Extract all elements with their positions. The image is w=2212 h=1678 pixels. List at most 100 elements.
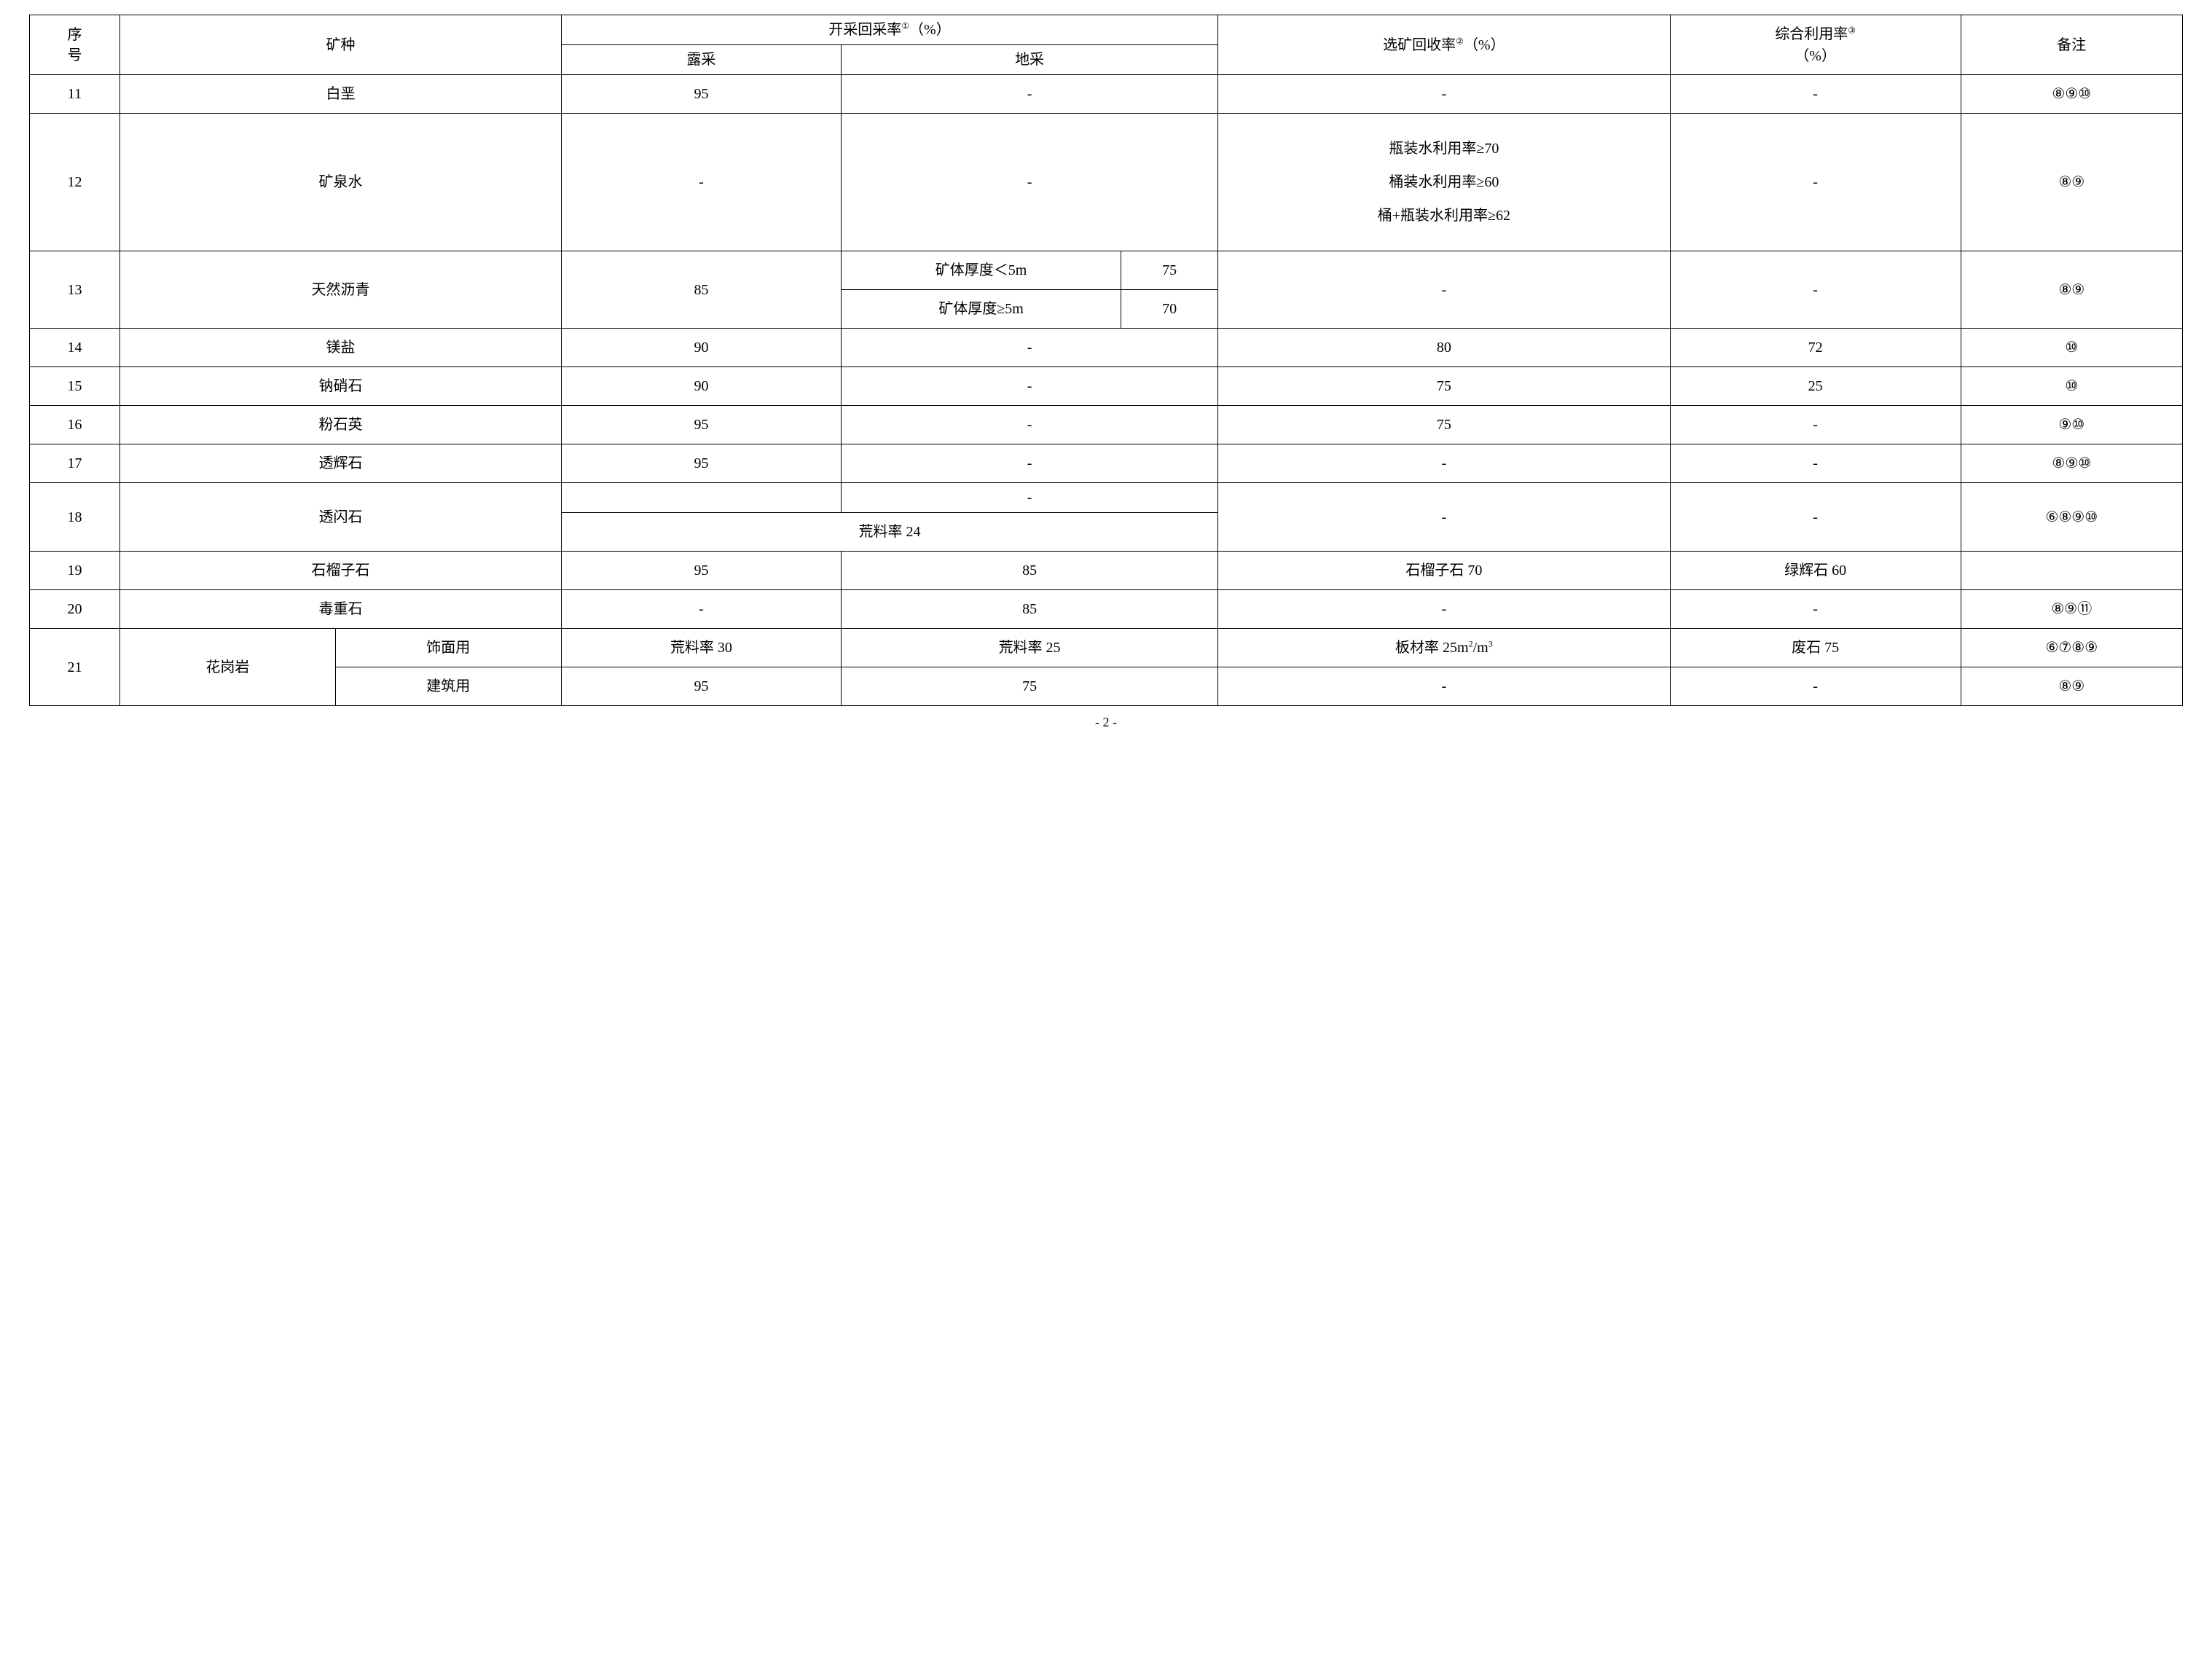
- cell-proc: 石榴子石 70: [1218, 552, 1671, 590]
- cell-note: ⑥⑧⑨⑩: [1961, 483, 2182, 552]
- cell-note: ⑩: [1961, 367, 2182, 406]
- cell-proc: -: [1218, 667, 1671, 706]
- table-row: 15 钠硝石 90 - 75 25 ⑩: [30, 367, 2183, 406]
- cell-species: 毒重石: [120, 590, 562, 629]
- cell-ug-val: 75: [1121, 251, 1218, 290]
- cell-subspecies: 建筑用: [335, 667, 561, 706]
- cell-seq: 21: [30, 629, 120, 706]
- cell-proc: -: [1218, 483, 1671, 552]
- hdr-seq: 序号: [30, 15, 120, 75]
- cell-comp: -: [1670, 251, 1961, 329]
- cell-comp: -: [1670, 590, 1961, 629]
- cell-seq: 19: [30, 552, 120, 590]
- cell-open: 95: [561, 444, 841, 483]
- cell-ug: 85: [842, 552, 1218, 590]
- cell-seq: 11: [30, 75, 120, 114]
- cell-seq: 18: [30, 483, 120, 552]
- cell-merged: 荒料率 24: [561, 513, 1217, 552]
- hdr-mining: 开采回采率①（%）: [561, 15, 1217, 45]
- cell-note: ⑧⑨: [1961, 114, 2182, 251]
- cell-seq: 13: [30, 251, 120, 329]
- table-row: 19 石榴子石 95 85 石榴子石 70 绿辉石 60: [30, 552, 2183, 590]
- cell-open: 90: [561, 367, 841, 406]
- table-row: 18 透闪石 - - - ⑥⑧⑨⑩: [30, 483, 2183, 513]
- cell-note: ⑥⑦⑧⑨: [1961, 629, 2182, 667]
- cell-note: ⑧⑨⑩: [1961, 75, 2182, 114]
- hdr-comprehensive: 综合利用率③（%）: [1670, 15, 1961, 75]
- cell-ug: -: [842, 483, 1218, 513]
- cell-ug: -: [842, 367, 1218, 406]
- cell-ug: -: [842, 114, 1218, 251]
- cell-ug: 85: [842, 590, 1218, 629]
- cell-open: 95: [561, 552, 841, 590]
- cell-proc: 80: [1218, 329, 1671, 367]
- cell-ug: 荒料率 25: [842, 629, 1218, 667]
- table-row: 17 透辉石 95 - - - ⑧⑨⑩: [30, 444, 2183, 483]
- cell-open: 95: [561, 406, 841, 444]
- cell-proc: -: [1218, 444, 1671, 483]
- cell-proc: -: [1218, 251, 1671, 329]
- cell-proc: 瓶装水利用率≥70 桶装水利用率≥60 桶+瓶装水利用率≥62: [1218, 114, 1671, 251]
- cell-note: ⑨⑩: [1961, 406, 2182, 444]
- hdr-species: 矿种: [120, 15, 562, 75]
- hdr-processing: 选矿回收率②（%）: [1218, 15, 1671, 75]
- cell-ug: -: [842, 329, 1218, 367]
- cell-ug: -: [842, 406, 1218, 444]
- cell-seq: 17: [30, 444, 120, 483]
- cell-species: 矿泉水: [120, 114, 562, 251]
- cell-proc: 75: [1218, 406, 1671, 444]
- hdr-underground: 地采: [842, 45, 1218, 75]
- cell-comp: 废石 75: [1670, 629, 1961, 667]
- cell-seq: 20: [30, 590, 120, 629]
- cell-open: [561, 483, 841, 513]
- table-row: 建筑用 95 75 - - ⑧⑨: [30, 667, 2183, 706]
- hdr-note: 备注: [1961, 15, 2182, 75]
- cell-comp: 25: [1670, 367, 1961, 406]
- cell-species: 花岗岩: [120, 629, 336, 706]
- cell-note: ⑧⑨⑪: [1961, 590, 2182, 629]
- cell-ug-val: 70: [1121, 290, 1218, 329]
- cell-species: 白垩: [120, 75, 562, 114]
- page-number: - 2 -: [29, 715, 2183, 730]
- table-header: 序号 矿种 开采回采率①（%） 选矿回收率②（%） 综合利用率③（%） 备注 露…: [30, 15, 2183, 75]
- cell-note: ⑧⑨⑩: [1961, 444, 2182, 483]
- table-row: 16 粉石英 95 - 75 - ⑨⑩: [30, 406, 2183, 444]
- cell-note: ⑧⑨: [1961, 251, 2182, 329]
- hdr-open-pit: 露采: [561, 45, 841, 75]
- table-row: 13 天然沥青 85 矿体厚度＜5m 75 - - ⑧⑨: [30, 251, 2183, 290]
- cell-proc: 板材率 25m2/m3: [1218, 629, 1671, 667]
- cell-seq: 16: [30, 406, 120, 444]
- cell-note: ⑩: [1961, 329, 2182, 367]
- cell-note: [1961, 552, 2182, 590]
- cell-species: 钠硝石: [120, 367, 562, 406]
- cell-ug-cond: 矿体厚度＜5m: [842, 251, 1121, 290]
- cell-open: 90: [561, 329, 841, 367]
- cell-seq: 12: [30, 114, 120, 251]
- cell-seq: 14: [30, 329, 120, 367]
- cell-comp: 绿辉石 60: [1670, 552, 1961, 590]
- table-row: 21 花岗岩 饰面用 荒料率 30 荒料率 25 板材率 25m2/m3 废石 …: [30, 629, 2183, 667]
- cell-seq: 15: [30, 367, 120, 406]
- cell-ug: 75: [842, 667, 1218, 706]
- cell-subspecies: 饰面用: [335, 629, 561, 667]
- cell-ug: -: [842, 75, 1218, 114]
- cell-comp: -: [1670, 114, 1961, 251]
- cell-species: 透闪石: [120, 483, 562, 552]
- table-row: 20 毒重石 - 85 - - ⑧⑨⑪: [30, 590, 2183, 629]
- cell-proc: 75: [1218, 367, 1671, 406]
- table-row: 14 镁盐 90 - 80 72 ⑩: [30, 329, 2183, 367]
- table-row: 11 白垩 95 - - - ⑧⑨⑩: [30, 75, 2183, 114]
- cell-species: 天然沥青: [120, 251, 562, 329]
- table-row: 12 矿泉水 - - 瓶装水利用率≥70 桶装水利用率≥60 桶+瓶装水利用率≥…: [30, 114, 2183, 251]
- cell-comp: -: [1670, 75, 1961, 114]
- cell-comp: -: [1670, 444, 1961, 483]
- cell-open: 95: [561, 75, 841, 114]
- cell-open: -: [561, 590, 841, 629]
- cell-proc: -: [1218, 590, 1671, 629]
- cell-ug-cond: 矿体厚度≥5m: [842, 290, 1121, 329]
- cell-proc: -: [1218, 75, 1671, 114]
- cell-open: 95: [561, 667, 841, 706]
- cell-ug: -: [842, 444, 1218, 483]
- cell-species: 石榴子石: [120, 552, 562, 590]
- mineral-standards-table: 序号 矿种 开采回采率①（%） 选矿回收率②（%） 综合利用率③（%） 备注 露…: [29, 15, 2183, 706]
